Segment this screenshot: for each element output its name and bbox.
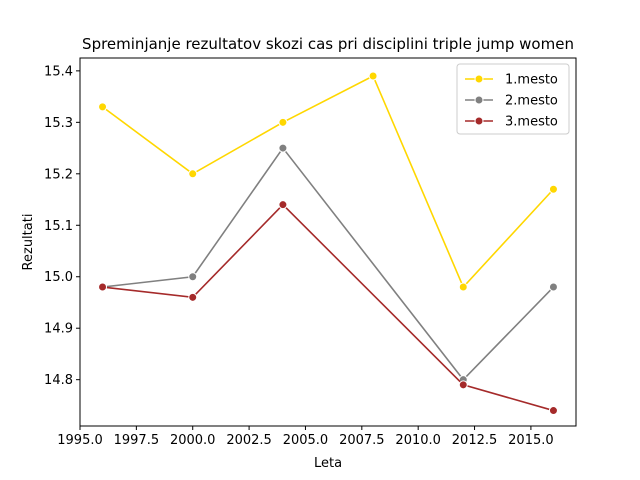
legend-label: 3.mesto <box>505 115 558 130</box>
data-point <box>548 184 558 194</box>
series-line <box>102 74 555 289</box>
y-tick-label: 14.9 <box>44 322 73 337</box>
series-3.mesto <box>98 200 558 416</box>
data-point <box>368 71 378 81</box>
y-tick-label: 15.2 <box>44 167 73 182</box>
x-axis: 1995.0 1997.5 2000.0 2002.5 2005.0 2007.5 2010… <box>57 426 554 448</box>
x-tick-label: 1995.0 <box>57 433 103 448</box>
data-point <box>278 143 288 153</box>
x-tick-label: 2015.0 <box>508 433 554 448</box>
legend-marker <box>474 74 484 84</box>
plot-frame <box>79 57 577 427</box>
x-tick-label: 2000.0 <box>170 433 216 448</box>
data-point <box>188 272 198 282</box>
data-point <box>188 292 198 302</box>
y-tick-label: 15.4 <box>44 64 73 79</box>
data-point <box>278 117 288 127</box>
legend: 1.mesto 2.mesto 3.mesto <box>456 63 570 135</box>
series-line <box>102 203 554 412</box>
legend-item: 1.mesto <box>465 73 558 88</box>
y-tick-label: 14.8 <box>44 373 73 388</box>
data-point <box>188 169 198 179</box>
chart-title: Spreminjanje rezultatov skozi cas pri di… <box>82 35 574 53</box>
x-tick-label: 2012.5 <box>452 433 498 448</box>
x-tick-label: 1997.5 <box>114 433 160 448</box>
data-point <box>548 282 558 292</box>
y-axis-label: Rezultati <box>21 214 36 271</box>
data-point <box>548 406 558 416</box>
legend-marker <box>474 116 484 126</box>
series-2.mesto <box>98 143 558 385</box>
x-tick-label: 2002.5 <box>226 433 272 448</box>
series-1.mesto <box>98 71 558 292</box>
y-tick-label: 15.3 <box>44 116 73 131</box>
legend-item: 3.mesto <box>465 115 558 130</box>
series-layer <box>98 71 558 416</box>
legend-label: 2.mesto <box>505 94 558 109</box>
x-tick-label: 2010.0 <box>395 433 441 448</box>
x-tick-label: 2007.5 <box>339 433 385 448</box>
data-point <box>98 282 108 292</box>
data-point <box>98 102 108 112</box>
y-tick-label: 15.1 <box>44 219 73 234</box>
legend-label: 1.mesto <box>505 73 558 88</box>
legend-box <box>456 63 570 135</box>
y-tick-label: 15.0 <box>44 270 73 285</box>
series-line <box>102 146 555 381</box>
x-tick-label: 2005.0 <box>283 433 329 448</box>
x-axis-label: Leta <box>314 456 342 471</box>
legend-item: 2.mesto <box>465 94 558 109</box>
y-axis: 14.8 14.9 15.0 15.1 15.2 15.3 15.4 <box>44 64 80 388</box>
data-point <box>458 282 468 292</box>
data-point <box>278 200 288 210</box>
legend-marker <box>474 95 484 105</box>
data-point <box>458 380 468 390</box>
